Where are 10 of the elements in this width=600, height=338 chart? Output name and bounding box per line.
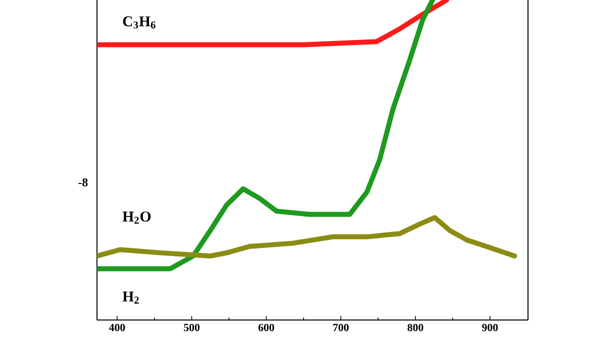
text: -8 xyxy=(78,178,88,186)
x-tick-label: 400 xyxy=(109,324,125,332)
x-tick-label: 900 xyxy=(482,324,498,332)
series-label: H$_{2}$ xyxy=(122,292,139,304)
series-label: H$_{2}$O xyxy=(122,212,151,224)
series-label: C$_{3}$H$_{6}$ xyxy=(123,16,156,28)
x-tick-label: 800 xyxy=(408,324,424,332)
x-tick-label: 600 xyxy=(258,324,274,332)
x-tick-label: 700 xyxy=(333,324,349,332)
x-tick-label: 500 xyxy=(184,324,200,332)
